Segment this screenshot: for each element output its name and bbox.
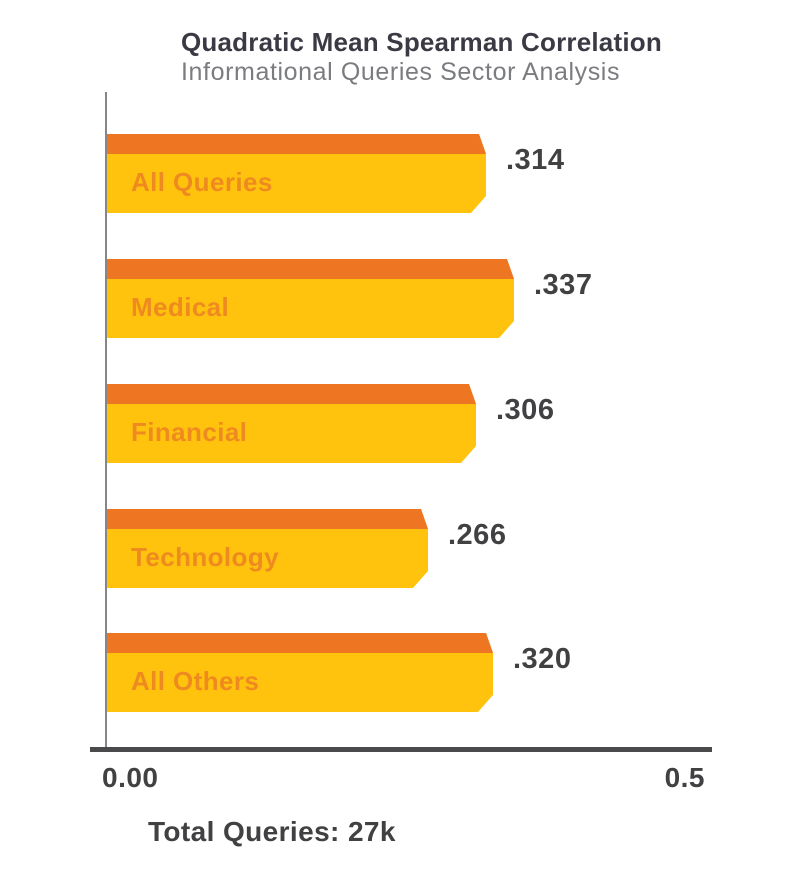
x-tick-label-max: 0.5: [664, 762, 705, 793]
bar-category-label: Technology: [131, 542, 279, 572]
bar-value-label: .337: [534, 269, 593, 301]
chart-title: Quadratic Mean Spearman Correlation: [181, 27, 662, 57]
bar-top-ribbon: [107, 509, 428, 529]
bar-category-label: All Others: [131, 666, 260, 696]
bar-value-label: .266: [448, 519, 507, 551]
bar-category-label: Medical: [131, 292, 230, 322]
bar: Financial: [107, 384, 476, 463]
total-queries-footnote: Total Queries: 27k: [148, 816, 396, 847]
bar-top-ribbon: [107, 384, 476, 404]
x-tick-label-min: 0.00: [102, 762, 159, 793]
bar-top-ribbon: [107, 259, 514, 279]
bar: Medical: [107, 259, 514, 338]
bar-top-ribbon: [107, 633, 493, 653]
bar-value-label: .306: [496, 394, 555, 426]
y-axis-line: [105, 92, 107, 747]
x-axis-line: [90, 747, 712, 752]
bar: All Queries: [107, 134, 486, 213]
bar-value-label: .320: [513, 643, 572, 675]
bar: Technology: [107, 509, 428, 588]
bar: All Others: [107, 633, 493, 712]
bar-category-label: Financial: [131, 417, 248, 447]
bar-top-ribbon: [107, 134, 486, 154]
chart-subtitle: Informational Queries Sector Analysis: [181, 58, 621, 86]
bar-value-label: .314: [506, 144, 565, 176]
bar-category-label: All Queries: [131, 167, 273, 197]
